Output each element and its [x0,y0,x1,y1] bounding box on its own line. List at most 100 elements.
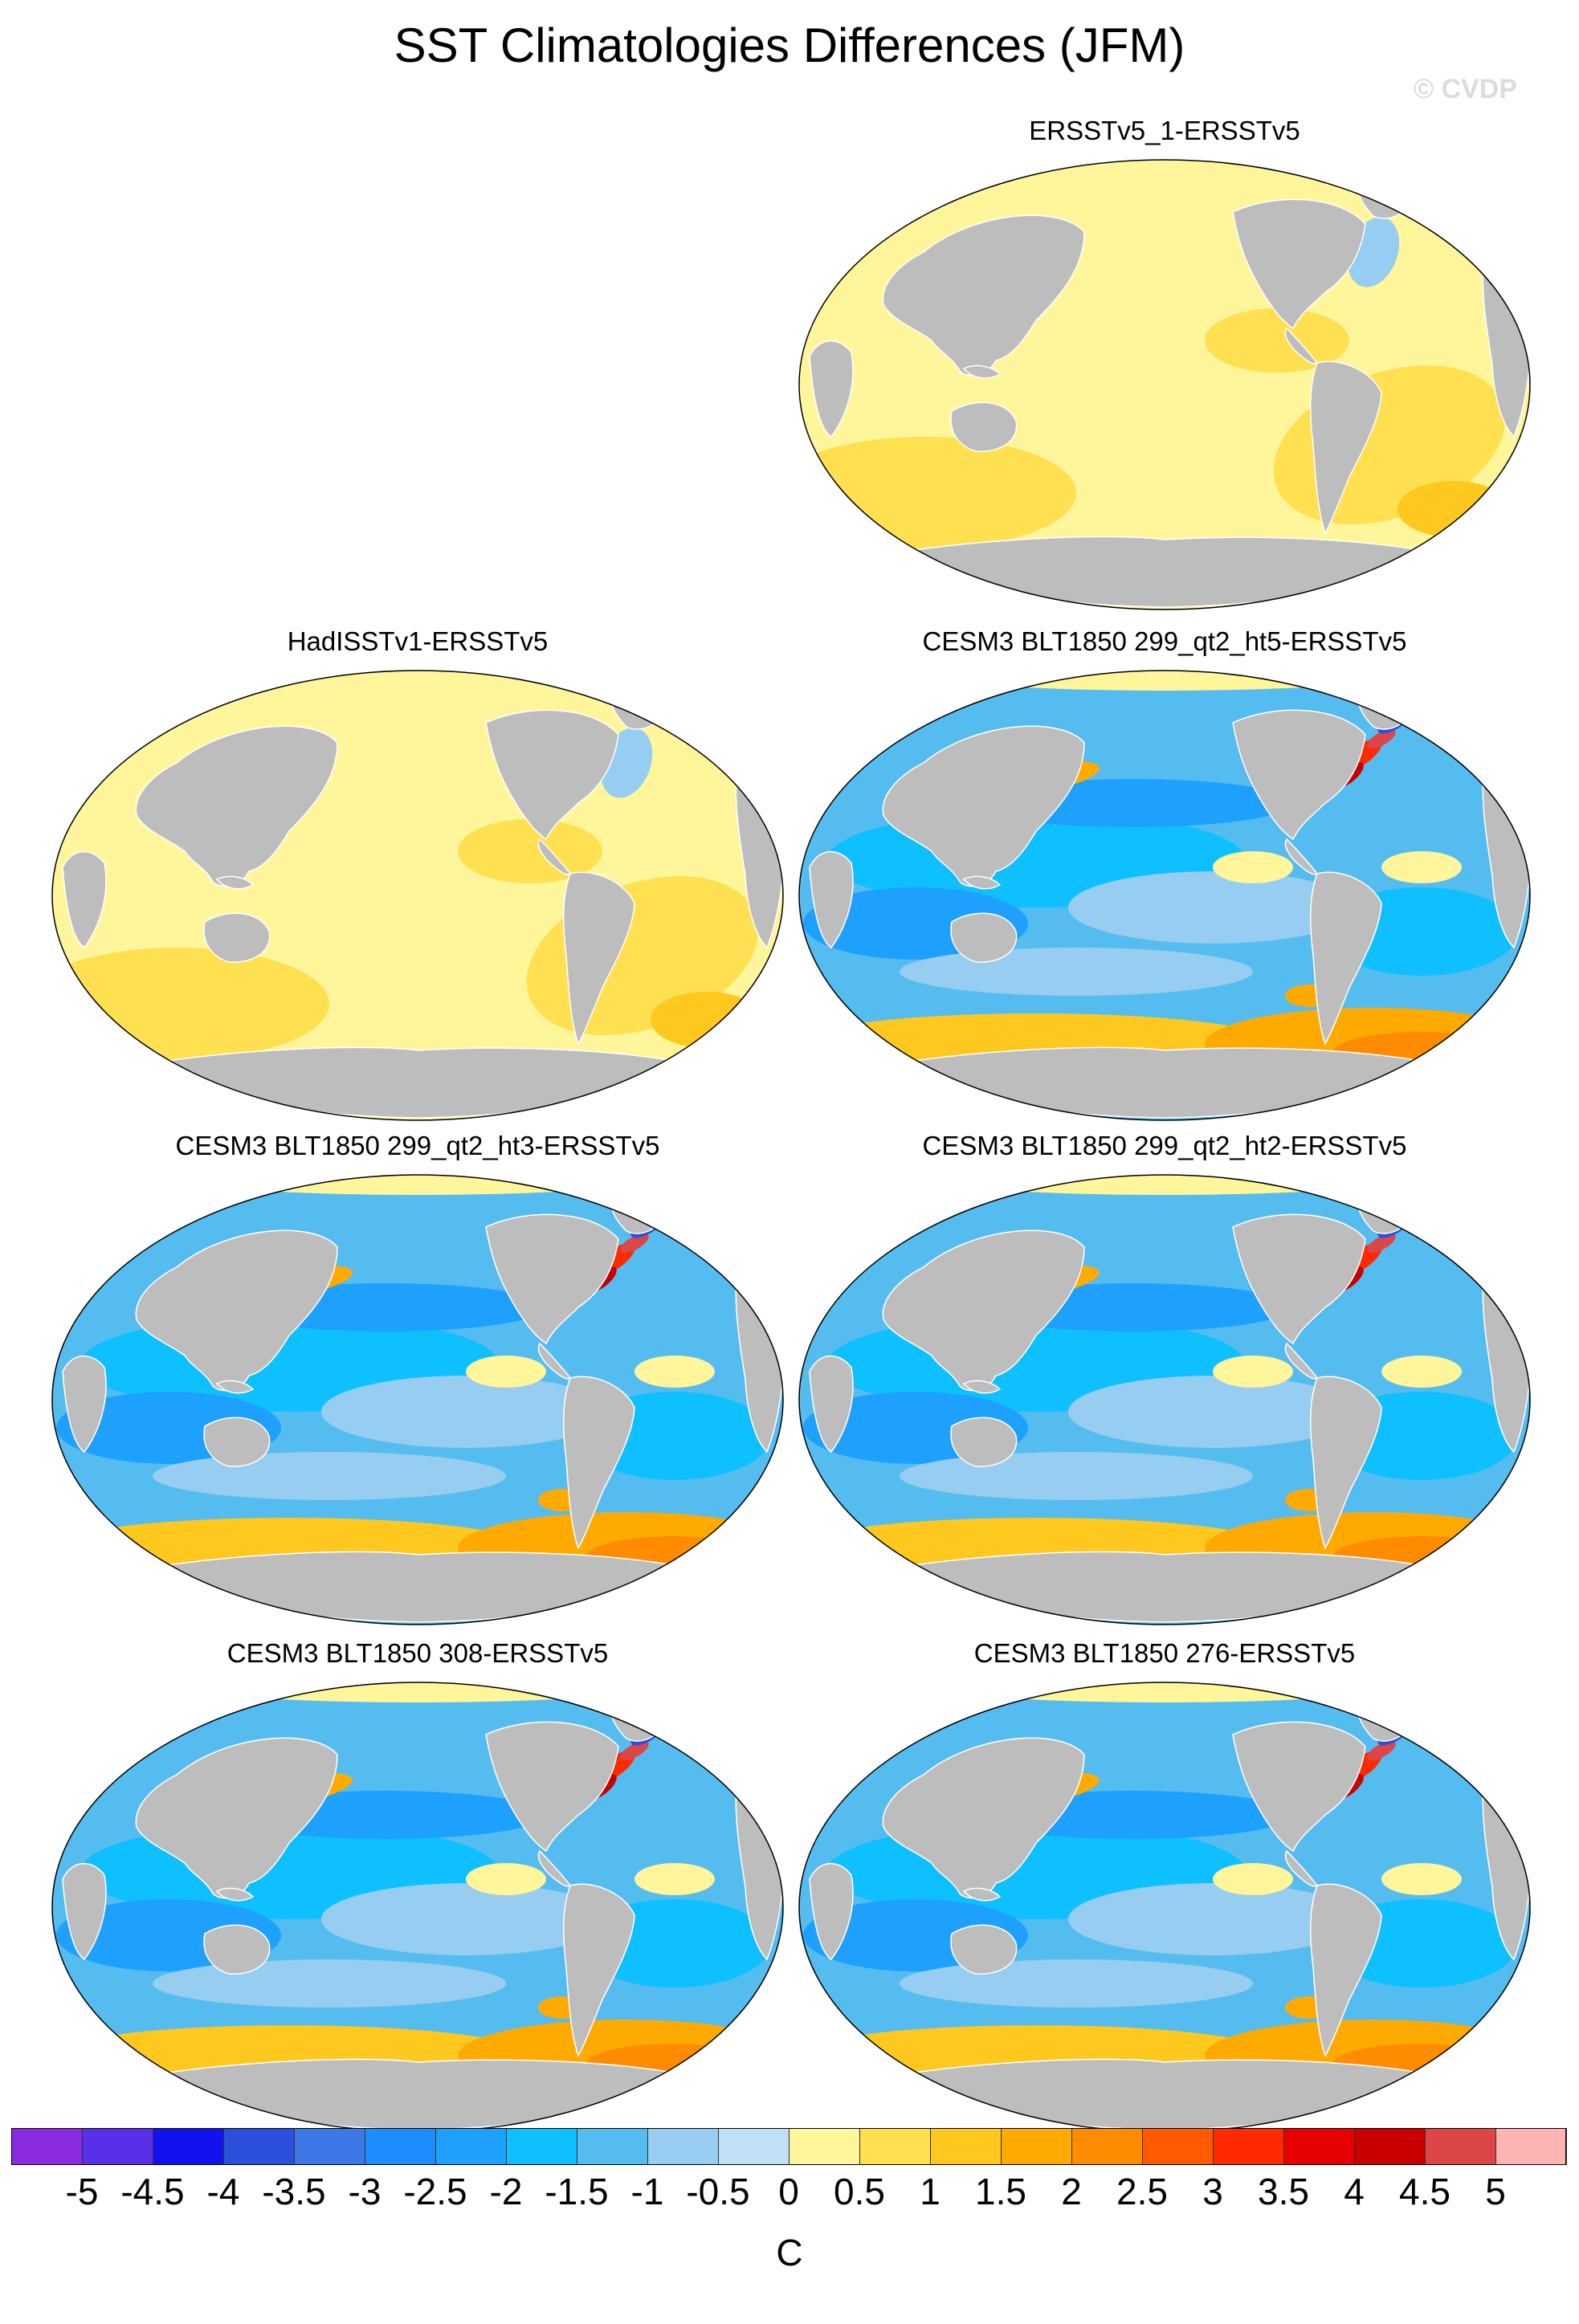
anomaly-patch [900,1452,1253,1500]
colorbar-tick-label: -4.5 [120,2171,185,2212]
land-mass [1310,1883,1382,2057]
land-mass [882,725,1085,887]
anomaly-patch [634,1863,715,1895]
map-field [799,1682,1530,2132]
anomaly-patch [153,1959,506,2008]
panel-276: CESM3 BLT1850 276-ERSSTv5 [795,1638,1534,2136]
colorbar-tick-label: -3 [348,2171,381,2212]
colorbar-box [11,2128,83,2165]
robinson-map [798,159,1531,610]
colorbar-box [930,2128,1002,2165]
land-mass [950,1924,1018,1975]
anomaly-patch [1367,1740,1396,1761]
colorbar-tick-label: 4.5 [1399,2171,1450,2212]
anomaly-patch [321,1883,610,1955]
colorbar-tick-label: -2 [489,2171,523,2212]
land-mass [62,1355,107,1454]
land-mass [1310,871,1382,1046]
map-field [799,160,1530,610]
land-mass [950,1417,1018,1467]
land-mass [962,1380,1002,1394]
colorbar-box [435,2128,507,2165]
anomaly-patch [1381,1356,1462,1388]
colorbar-tick-label: -1.5 [545,2171,609,2212]
colorbar-tick-label: 3.5 [1258,2171,1309,2212]
land-mass [215,1380,255,1394]
anomaly-patch [1068,1376,1357,1448]
colorbar-box [1142,2128,1214,2165]
land-mass [889,1551,1440,1623]
colorbar-tick-label: -4 [206,2171,240,2212]
anomaly-patch [620,1233,649,1254]
panel-ht2: CESM3 BLT1850 299_qt2_ht2-ERSSTv5 [795,1131,1534,1629]
land-mass [1310,361,1382,535]
colorbar-box [1354,2128,1426,2165]
anomaly-patch [466,1356,546,1388]
land-mass [135,725,338,887]
land-mass [537,1342,572,1380]
land-mass [889,536,1440,608]
colorbar-box [294,2128,365,2165]
colorbar-box [577,2128,648,2165]
colorbar-box [365,2128,436,2165]
map-field [52,671,783,1120]
land-mass [1284,327,1319,365]
land-mass [203,912,271,963]
anomaly-patch [1381,1863,1462,1895]
land-mass [563,1376,635,1550]
colorbar-tick-label: 3 [1202,2171,1223,2212]
land-mass [135,1737,338,1899]
colorbar-box [1425,2128,1496,2165]
colorbar-box [718,2128,790,2165]
robinson-map [51,1682,784,2133]
map-field [799,1175,1530,1625]
colorbar-box [1071,2128,1143,2165]
anomaly-patch [1367,1233,1396,1254]
colorbar-tick-label: -5 [65,2171,99,2212]
land-mass [950,912,1018,963]
colorbar-tick-label: -1 [630,2171,664,2212]
colorbar-tick-label: 1 [920,2171,940,2212]
colorbar-box [1001,2128,1072,2165]
map-outline [798,670,1531,1121]
land-mass [537,1849,572,1887]
anomaly-patch [1213,851,1293,883]
panel-ht3: CESM3 BLT1850 299_qt2_ht3-ERSSTv5 [48,1131,787,1629]
panel-308: CESM3 BLT1850 308-ERSSTv5 [48,1638,787,2136]
land-mass [882,1737,1085,1899]
anomaly-patch [651,992,763,1048]
land-mass [809,1862,854,1961]
panel-title: CESM3 BLT1850 308-ERSSTv5 [226,1638,609,1668]
map-outline [51,670,784,1121]
land-mass [962,365,1002,379]
anomaly-patch [1068,871,1357,944]
land-mass [1232,198,1366,330]
colorbar-box [789,2128,860,2165]
colorbar-box [1283,2128,1355,2165]
map-field [52,1682,783,2132]
panel-title: ERSSTv5_1-ERSSTv5 [1029,116,1300,145]
land-mass [485,709,619,841]
land-mass [203,1924,271,1975]
robinson-map [51,670,784,1121]
anomaly-patch [321,1376,610,1448]
panel-title: CESM3 BLT1850 299_qt2_ht5-ERSSTv5 [922,626,1407,656]
land-mass [215,1887,255,1902]
land-mass [62,1862,107,1961]
anomaly-patch [900,1959,1253,2008]
colorbar-tick-label: 2 [1061,2171,1082,2212]
land-mass [135,1229,338,1392]
land-mass [1232,1213,1366,1345]
land-mass [962,875,1002,890]
colorbar-box [153,2128,224,2165]
anomaly-patch [1213,1356,1293,1388]
anomaly-patch [620,1740,649,1761]
figure-title: SST Climatologies Differences (JFM) [394,18,1185,72]
land-mass [203,1417,271,1467]
map-field [52,1175,783,1625]
panel-title: CESM3 BLT1850 276-ERSSTv5 [973,1638,1356,1668]
land-mass [882,1229,1085,1392]
colorbar-frame [11,2128,1566,2165]
map-outline [798,1174,1531,1625]
land-mass [142,2058,693,2130]
